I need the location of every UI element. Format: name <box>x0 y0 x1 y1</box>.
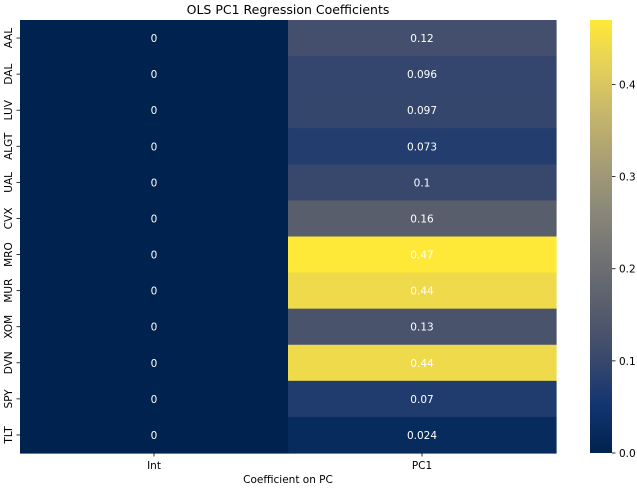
cell-label: 0 <box>151 69 158 81</box>
colorbar: 0.0 0.1 0.2 0.3 0.4 <box>590 20 636 460</box>
x-tick-label: Int <box>147 460 161 472</box>
cell-label: 0.097 <box>407 105 437 117</box>
cell-label: 0.44 <box>410 358 434 370</box>
cell-label: 0 <box>151 394 158 406</box>
heatmap-cell-algt-pc1 <box>288 128 557 165</box>
heatmap-cell-luv-pc1 <box>288 92 557 129</box>
heatmap-cell-ual-int <box>20 164 289 202</box>
cell-label: 0.073 <box>407 141 437 153</box>
heatmap-cell-dvn-pc1 <box>288 344 557 382</box>
cell-label: 0 <box>151 430 158 442</box>
cell-label: 0 <box>151 141 158 153</box>
heatmap-cell-mur-int <box>20 272 289 310</box>
cell-label: 0 <box>151 213 158 225</box>
cell-label: 0 <box>151 286 158 298</box>
y-tick-label: UAL <box>3 172 15 193</box>
heatmap-cell-dal-int <box>20 56 289 93</box>
y-tick-label: AAL <box>3 28 15 49</box>
y-axis-ticks: AAL DAL LUV ALGT UAL CVX MRO MUR XOM DVN SPY TLT <box>3 28 20 445</box>
y-tick-label: XOM <box>3 315 15 339</box>
cell-label: 0 <box>151 250 158 262</box>
cell-label: 0.16 <box>410 213 434 225</box>
heatmap-cell-spy-pc1 <box>288 380 557 418</box>
cell-label: 0 <box>151 105 158 117</box>
colorbar-tick-label: 0.1 <box>619 356 636 368</box>
y-tick-label: MUR <box>3 279 15 303</box>
heatmap-cell-mro-int <box>20 236 289 274</box>
cell-label: 0 <box>151 177 158 189</box>
cell-label: 0.096 <box>407 69 437 81</box>
y-tick-label: MRO <box>3 242 15 267</box>
y-tick-label: ALGT <box>3 132 15 160</box>
colorbar-tick-label: 0.3 <box>619 172 636 184</box>
y-tick-label: LUV <box>3 99 15 120</box>
colorbar-tick-label: 0.2 <box>619 264 636 276</box>
heatmap-cell-xom-int <box>20 308 289 346</box>
heatmap-cell-algt-int <box>20 128 289 165</box>
heatmap-cell-cvx-pc1 <box>288 200 557 238</box>
heatmap-cell-tlt-int <box>20 416 289 454</box>
y-tick-label: DAL <box>3 64 15 85</box>
heatmap-cell-spy-int <box>20 380 289 418</box>
cell-label: 0.07 <box>410 394 433 406</box>
heatmap-cell-dal-pc1 <box>288 56 557 93</box>
cell-label: 0 <box>151 358 158 370</box>
cell-label: 0.024 <box>407 430 437 442</box>
heatmap-cell-tlt-pc1 <box>288 416 557 454</box>
cell-label: 0.12 <box>410 33 433 45</box>
x-axis-label: Coefficient on PC <box>243 474 333 486</box>
heatmap-cell-mur-pc1 <box>288 272 557 310</box>
heatmap-cell-cvx-int <box>20 200 289 238</box>
colorbar-tick-label: 0.0 <box>619 448 636 460</box>
x-axis-ticks: Int PC1 <box>147 453 432 472</box>
x-tick-label: PC1 <box>412 460 432 472</box>
colorbar-gradient <box>590 20 612 453</box>
y-tick-label: SPY <box>3 389 15 409</box>
cell-label: 0 <box>151 322 158 334</box>
y-tick-label: CVX <box>3 208 15 230</box>
cell-label: 0.13 <box>410 322 433 334</box>
cell-label: 0 <box>151 33 158 45</box>
cell-label: 0.47 <box>410 250 433 262</box>
heatmap-cell-xom-pc1 <box>288 308 557 346</box>
y-tick-label: TLT <box>3 426 15 445</box>
y-tick-label: DVN <box>3 351 15 374</box>
heatmap-cell-ual-pc1 <box>288 164 557 202</box>
heatmap-cell-luv-int <box>20 92 289 129</box>
heatmap-cell-aal-int <box>20 20 289 57</box>
heatmap-cell-mro-pc1 <box>288 236 557 274</box>
heatmap-cells: 0 0.12 0 0.096 0 0.097 0 0.073 0 0.1 0 0.16 0 0.47 0 0.… <box>20 20 557 454</box>
colorbar-tick-label: 0.4 <box>619 79 636 91</box>
heatmap-cell-dvn-int <box>20 344 289 382</box>
cell-label: 0.1 <box>414 177 431 189</box>
cell-label: 0.44 <box>410 286 434 298</box>
chart-title: OLS PC1 Regression Coefficients <box>187 2 390 17</box>
heatmap-cell-aal-pc1 <box>288 20 557 57</box>
